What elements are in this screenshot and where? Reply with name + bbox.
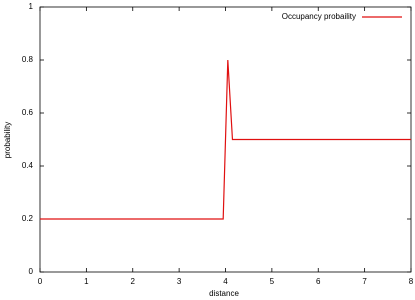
y-tick-label: 0.6 [22, 108, 34, 117]
x-tick-label: 2 [131, 277, 136, 286]
y-tick-label: 1 [29, 2, 34, 11]
x-tick-label: 0 [38, 277, 43, 286]
legend-label: Occupancy probaility [282, 12, 356, 21]
x-tick-label: 5 [270, 277, 275, 286]
x-tick-label: 8 [409, 277, 414, 286]
x-tick-label: 6 [316, 277, 321, 286]
x-tick-label: 1 [84, 277, 89, 286]
y-tick-label: 0.4 [22, 161, 34, 170]
y-axis-label: probability [3, 122, 12, 158]
y-tick-label: 0.8 [22, 55, 34, 64]
data-line [40, 59, 411, 220]
x-tick-label: 3 [177, 277, 182, 286]
y-tick-label: 0.2 [22, 214, 34, 223]
x-tick-label: 7 [362, 277, 367, 286]
x-tick-label: 4 [223, 277, 228, 286]
x-axis-label: distance [209, 289, 239, 298]
y-tick-label: 0 [29, 267, 34, 276]
